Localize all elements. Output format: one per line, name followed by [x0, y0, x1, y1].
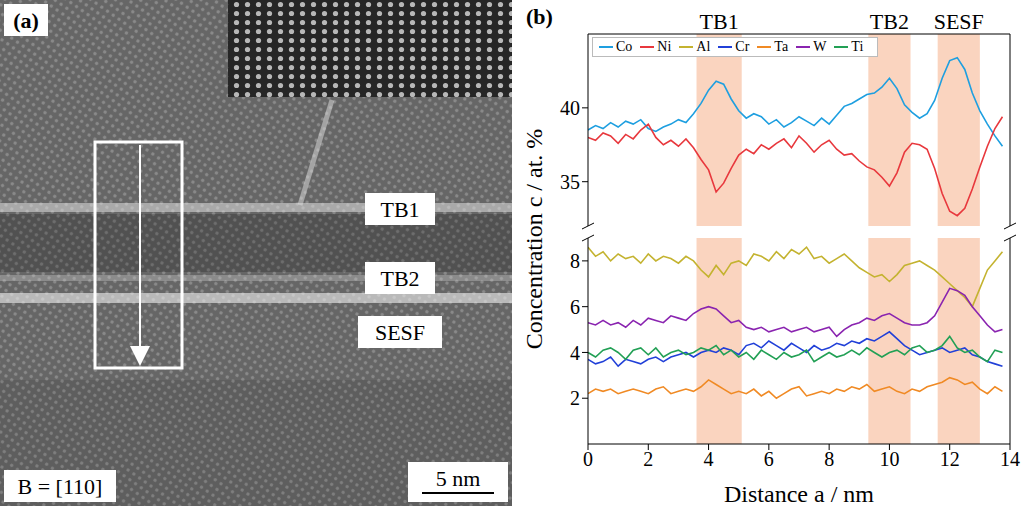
html-text:Cr: Cr	[735, 39, 750, 54]
svg-text:2: 2	[643, 448, 653, 470]
html-text:W: W	[813, 39, 827, 54]
svg-text:14: 14	[1000, 448, 1020, 470]
svg-text:35: 35	[560, 171, 580, 193]
svg-text:8: 8	[570, 250, 580, 272]
svg-text:SESF: SESF	[934, 9, 984, 34]
svg-text:40: 40	[560, 97, 580, 119]
svg-text:Concentration c / at. %: Concentration c / at. %	[521, 129, 547, 350]
svg-text:B = [110]: B = [110]	[18, 474, 103, 499]
svg-text:SESF: SESF	[375, 320, 425, 345]
svg-text:Distance a / nm: Distance a / nm	[724, 481, 874, 506]
svg-text:2: 2	[570, 387, 580, 409]
svg-text:TB1: TB1	[700, 9, 739, 34]
svg-text:TB2: TB2	[870, 9, 909, 34]
svg-text:TB2: TB2	[380, 266, 419, 291]
html-text:Ti: Ti	[851, 39, 864, 54]
svg-text:8: 8	[824, 448, 834, 470]
svg-text:4: 4	[704, 448, 714, 470]
svg-text:TB1: TB1	[380, 197, 419, 222]
svg-text:5 nm: 5 nm	[436, 466, 481, 491]
svg-text:(a): (a)	[13, 8, 39, 33]
html-text:Al: Al	[696, 39, 711, 54]
svg-text:6: 6	[764, 448, 774, 470]
html-text:Ta: Ta	[774, 39, 789, 54]
html-text:Co: Co	[616, 39, 633, 54]
svg-text:4: 4	[570, 342, 580, 364]
html-text:Ni: Ni	[657, 39, 672, 54]
html-text:(b): (b)	[526, 4, 553, 29]
svg-text:12: 12	[940, 448, 960, 470]
svg-text:10: 10	[879, 448, 899, 470]
svg-text:6: 6	[570, 296, 580, 318]
svg-text:0: 0	[583, 448, 593, 470]
